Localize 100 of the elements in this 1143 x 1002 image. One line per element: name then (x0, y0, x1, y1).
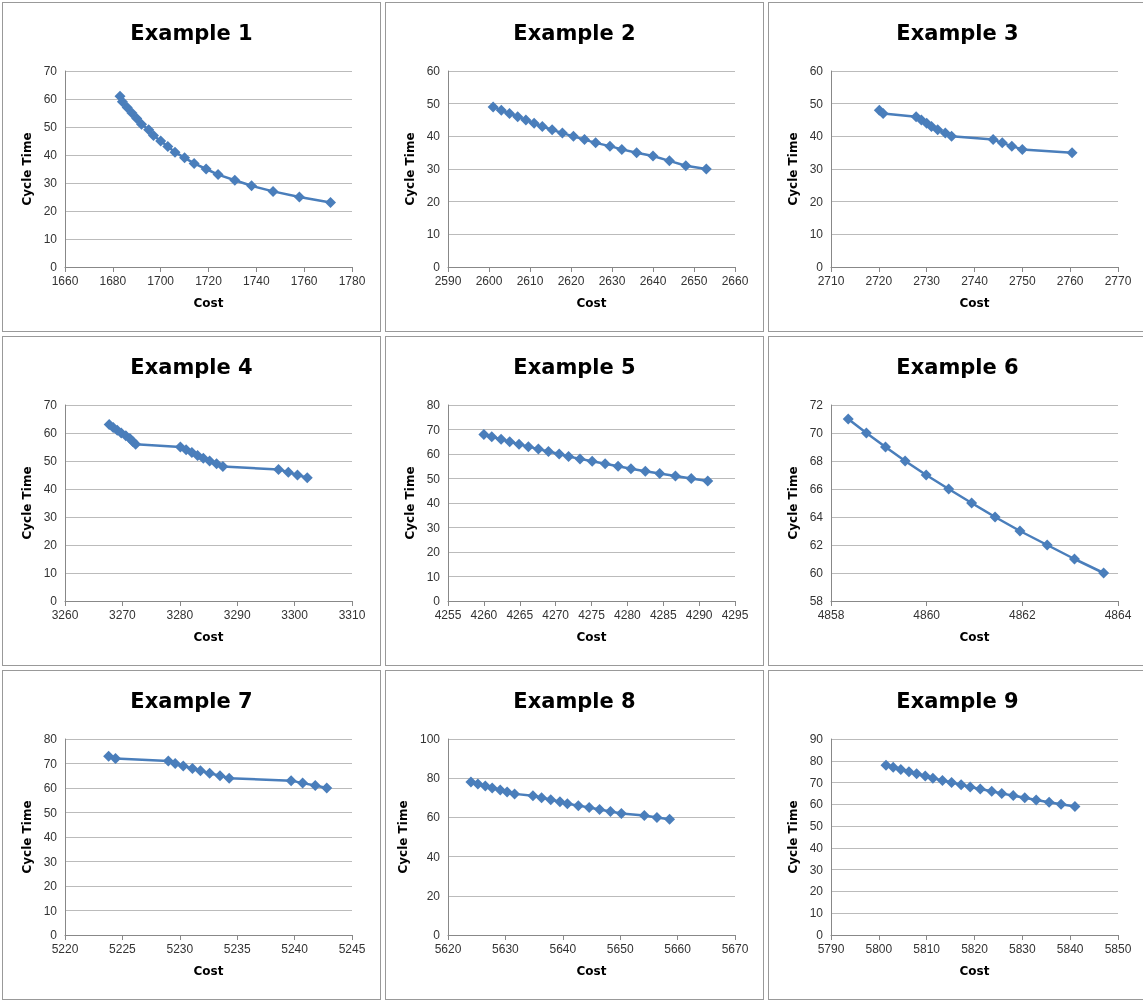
y-tick-label: 50 (809, 96, 824, 111)
point (887, 761, 899, 773)
point (919, 770, 931, 782)
point (486, 782, 498, 794)
point (321, 782, 333, 794)
point (946, 777, 958, 789)
y-axis-title: Cycle Time (19, 466, 34, 540)
y-tick-label: 30 (43, 176, 58, 190)
point (1006, 140, 1018, 152)
x-tick-label: 2750 (1008, 274, 1036, 288)
y-tick-label: 40 (426, 129, 441, 144)
point (590, 137, 602, 149)
y-tick-label: 30 (43, 854, 58, 869)
point (927, 772, 939, 784)
point (612, 460, 624, 472)
point (554, 796, 566, 808)
y-tick-label: 60 (809, 797, 824, 812)
x-tick-label: 4280 (614, 608, 642, 622)
x-tick-label: 3260 (51, 608, 79, 622)
x-axis-title: Cost (193, 964, 224, 978)
point (212, 169, 224, 181)
y-tick-label: 58 (809, 594, 824, 608)
x-tick-label: 2760 (1056, 274, 1084, 288)
point (1043, 796, 1055, 808)
point (110, 753, 122, 765)
y-tick-label: 50 (43, 454, 58, 468)
x-tick-label: 2730 (913, 274, 941, 288)
x-axis-title: Cost (959, 630, 990, 644)
point (1041, 539, 1053, 551)
point (651, 811, 663, 823)
point (291, 469, 303, 481)
point (1066, 147, 1078, 159)
x-tick-label: 5245 (338, 942, 366, 956)
point (169, 146, 181, 158)
point (579, 134, 591, 146)
point (486, 431, 498, 443)
point (528, 117, 540, 129)
x-tick-label: 2600 (475, 274, 503, 288)
y-tick-label: 60 (426, 810, 441, 825)
y-tick-label: 20 (43, 204, 58, 218)
point (616, 143, 628, 155)
x-tick-label: 5225 (109, 942, 137, 956)
point (545, 794, 557, 806)
point (1016, 143, 1028, 155)
point (194, 765, 206, 777)
x-tick-label: 5235 (223, 942, 251, 956)
y-tick-label: 0 (50, 260, 58, 274)
y-axis-title: Cycle Time (19, 800, 34, 874)
point (955, 779, 967, 791)
y-tick-label: 10 (43, 566, 58, 580)
y-axis-title: Cycle Time (396, 800, 411, 874)
point (586, 455, 598, 467)
y-tick-label: 80 (809, 753, 824, 768)
y-axis-title: Cycle Time (785, 132, 800, 206)
x-tick-label: 2740 (961, 274, 989, 288)
point (1014, 525, 1026, 537)
y-axis-title: Cycle Time (785, 800, 800, 874)
point (169, 758, 181, 769)
point (246, 180, 258, 192)
point (680, 160, 692, 172)
chart-title: Example 4 (130, 354, 253, 379)
point (282, 466, 294, 478)
point (563, 450, 575, 462)
point (1055, 798, 1067, 810)
point (520, 114, 532, 126)
x-tick-label: 5670 (721, 942, 749, 956)
point (594, 804, 606, 816)
x-tick-label: 4285 (649, 608, 677, 622)
point (903, 766, 915, 778)
y-tick-label: 60 (426, 64, 441, 78)
y-tick-label: 20 (426, 545, 441, 559)
y-tick-label: 80 (426, 771, 441, 786)
chart-title: Example 2 (513, 20, 636, 45)
point (654, 468, 666, 480)
y-tick-label: 60 (43, 92, 58, 106)
y-tick-label: 60 (426, 447, 441, 461)
x-tick-label: 3310 (338, 608, 366, 622)
point (285, 775, 297, 787)
point (1030, 794, 1042, 806)
y-tick-label: 70 (809, 775, 824, 790)
y-axis-title: Cycle Time (402, 466, 417, 540)
point (911, 768, 923, 780)
y-tick-label: 0 (50, 928, 58, 942)
point (188, 157, 200, 169)
chart-title: Example 7 (130, 688, 253, 713)
x-tick-label: 4290 (685, 608, 713, 622)
y-tick-label: 70 (426, 422, 441, 437)
y-tick-label: 20 (426, 888, 441, 903)
point (986, 785, 998, 797)
point (700, 163, 712, 175)
y-tick-label: 20 (809, 884, 824, 899)
x-tick-label: 5640 (549, 942, 577, 956)
point (103, 750, 115, 762)
chart-title: Example 1 (130, 20, 253, 45)
point (527, 790, 539, 802)
point (293, 191, 305, 203)
point (532, 443, 544, 455)
y-tick-label: 10 (809, 906, 824, 921)
point (495, 433, 507, 445)
y-tick-label: 10 (43, 903, 58, 918)
